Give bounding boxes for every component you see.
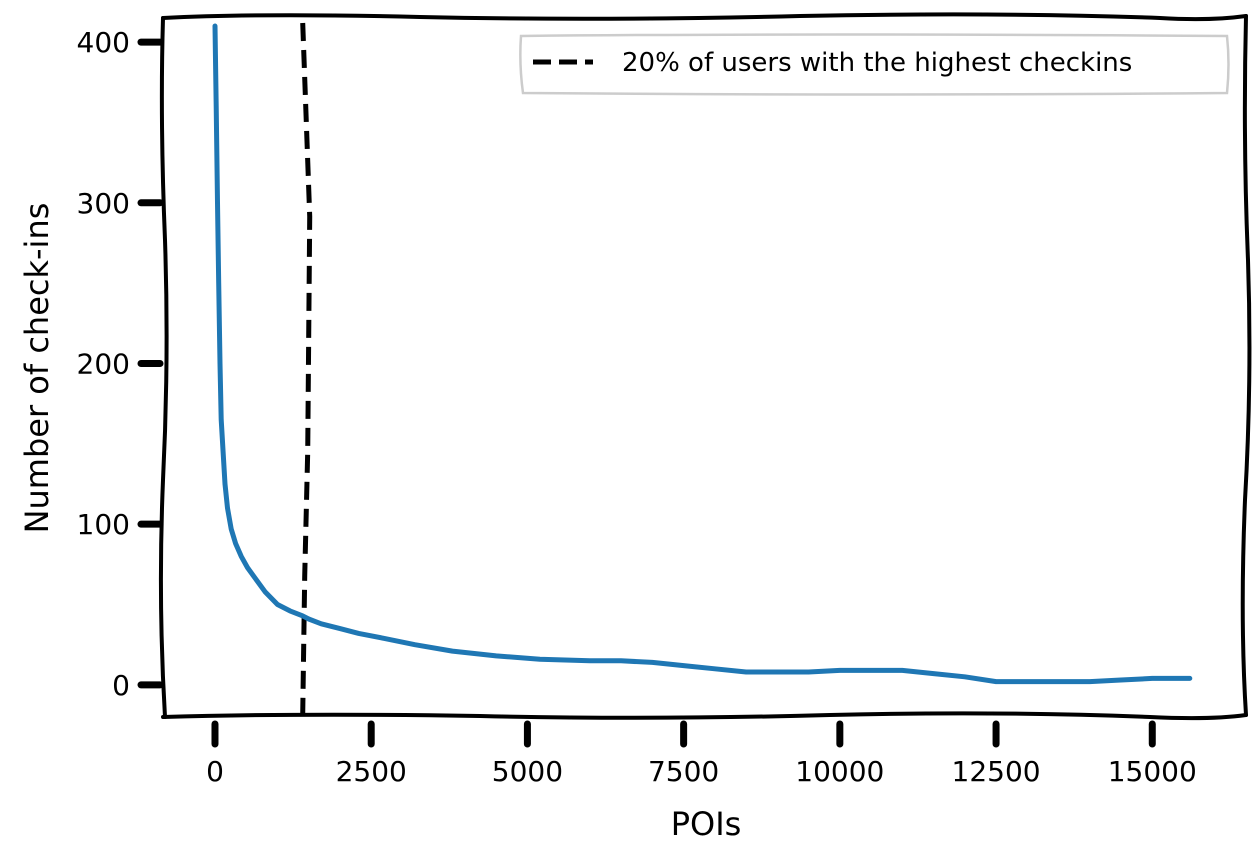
x-tick-label: 5000 — [492, 755, 563, 788]
data-point — [301, 614, 304, 617]
data-point — [217, 281, 220, 285]
data-point — [218, 362, 222, 365]
data-point — [240, 555, 243, 558]
legend-label: 20% of users with the highest checkins — [622, 48, 1132, 78]
data-point — [807, 670, 810, 674]
data-point — [223, 482, 227, 486]
y-tick-label: 200 — [77, 347, 130, 380]
x-tick-label: 2500 — [336, 755, 407, 788]
legend: 20% of users with the highest checkins — [519, 33, 1230, 96]
data-point — [1119, 678, 1123, 682]
series-line — [212, 23, 1193, 685]
y-axis-label: Number of check-ins — [18, 203, 56, 534]
data-point — [216, 201, 219, 204]
x-tick-label: 10000 — [795, 755, 884, 788]
data-point — [713, 667, 717, 670]
data-point — [1026, 680, 1029, 683]
data-point — [263, 590, 267, 593]
data-point — [276, 603, 279, 606]
series-layer — [212, 23, 1193, 685]
data-point — [538, 658, 542, 661]
data-point — [338, 627, 342, 630]
threshold-layer — [300, 22, 313, 715]
data-point — [246, 566, 249, 569]
data-point — [619, 659, 623, 662]
data-point — [357, 632, 360, 635]
data-point — [744, 670, 748, 674]
data-point — [1057, 680, 1060, 683]
y-tick-label: 300 — [77, 187, 130, 220]
x-tick-label: 15000 — [1108, 755, 1197, 788]
data-point — [901, 669, 904, 672]
data-point — [1088, 680, 1092, 683]
frame-top — [161, 12, 1248, 22]
x-tick-label: 0 — [206, 755, 224, 788]
data-point — [588, 659, 592, 662]
data-point — [215, 105, 218, 108]
data-point — [307, 617, 310, 621]
threshold-line — [300, 22, 313, 715]
y-tick-label: 100 — [77, 508, 130, 541]
data-point — [994, 680, 998, 683]
data-point — [451, 649, 454, 653]
frame-bottom — [161, 711, 1248, 721]
data-point — [776, 670, 779, 674]
data-point — [932, 672, 935, 675]
data-point — [226, 506, 229, 510]
data-point — [254, 577, 257, 580]
data-point — [869, 669, 873, 672]
data-point — [651, 661, 654, 664]
data-point — [963, 675, 966, 678]
x-axis-label: POIs — [671, 805, 742, 843]
tick-marks: 0 100 200 300 400 0 2500 5000 7500 10000 12500 1500… — [77, 26, 1197, 788]
data-point — [1188, 677, 1192, 680]
data-point — [221, 450, 225, 454]
y-tick-label: 0 — [112, 669, 130, 702]
frame-right — [1240, 14, 1252, 717]
data-point — [413, 643, 417, 646]
data-point — [320, 622, 323, 625]
data-point — [495, 654, 498, 658]
data-point — [838, 669, 841, 672]
data-point — [1151, 677, 1154, 680]
data-point — [230, 527, 233, 531]
x-tick-label: 7500 — [648, 755, 719, 788]
data-point — [234, 542, 237, 545]
x-tick-label: 12500 — [952, 755, 1041, 788]
data-point — [213, 24, 217, 28]
legend-box — [519, 33, 1230, 96]
data-point — [220, 418, 223, 421]
plot-frame — [158, 12, 1252, 721]
data-point — [682, 664, 685, 667]
data-point — [288, 609, 292, 613]
frame-left — [158, 16, 169, 719]
data-point — [382, 637, 385, 640]
y-tick-label: 400 — [77, 26, 130, 59]
